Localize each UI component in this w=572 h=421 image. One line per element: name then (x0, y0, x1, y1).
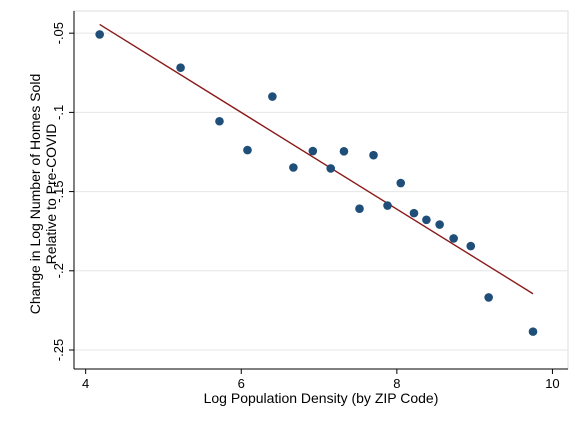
scatter-point (528, 327, 538, 336)
scatter-point (466, 241, 476, 251)
x-axis-ticks: 4 6 8 10 (82, 369, 560, 391)
scatter-point (449, 234, 458, 243)
grid-lines (74, 32, 568, 351)
scatter-point (176, 63, 185, 73)
x-axis-label: Log Population Density (by ZIP Code) (204, 390, 439, 406)
scatter-point (215, 116, 224, 126)
scatter-point (355, 204, 364, 213)
axes (73, 11, 568, 370)
plot-frame (73, 10, 569, 370)
y-axis-label-line-1: Change in Log Number of Homes Sold (27, 74, 43, 314)
scatter-point (396, 178, 406, 188)
scatter-point (308, 146, 318, 156)
scatter-point (484, 293, 493, 302)
y-tick-label: -.15 (51, 180, 66, 202)
x-tick-label: 10 (545, 376, 559, 391)
x-tick-label: 4 (82, 376, 89, 391)
y-axis-ticks: -.05 -.1 -.15 -.2 -.25 (51, 22, 74, 361)
scatter-point (289, 163, 298, 172)
fit-line-group (99, 23, 534, 295)
scatter-point (339, 147, 349, 156)
scatter-point (326, 164, 336, 173)
scatter-point (268, 92, 277, 101)
scatter-point (409, 208, 419, 218)
scatter-point (243, 145, 252, 155)
y-axis-label-line-2: Relative to Pre-COVID (43, 124, 59, 265)
scatter-point (383, 201, 392, 210)
fit-line (99, 23, 534, 295)
scatter-points (95, 30, 538, 336)
scatter-point (369, 150, 378, 160)
y-tick-label: -.25 (51, 339, 66, 361)
scatter-point (95, 30, 104, 39)
y-tick-label: -.05 (51, 22, 66, 44)
x-tick-label: 6 (238, 376, 245, 391)
x-tick-label: 8 (393, 376, 400, 391)
scatter-point (422, 215, 431, 225)
y-tick-label: -.2 (51, 263, 66, 278)
scatter-point (435, 220, 444, 229)
y-tick-label: -.1 (51, 105, 66, 120)
